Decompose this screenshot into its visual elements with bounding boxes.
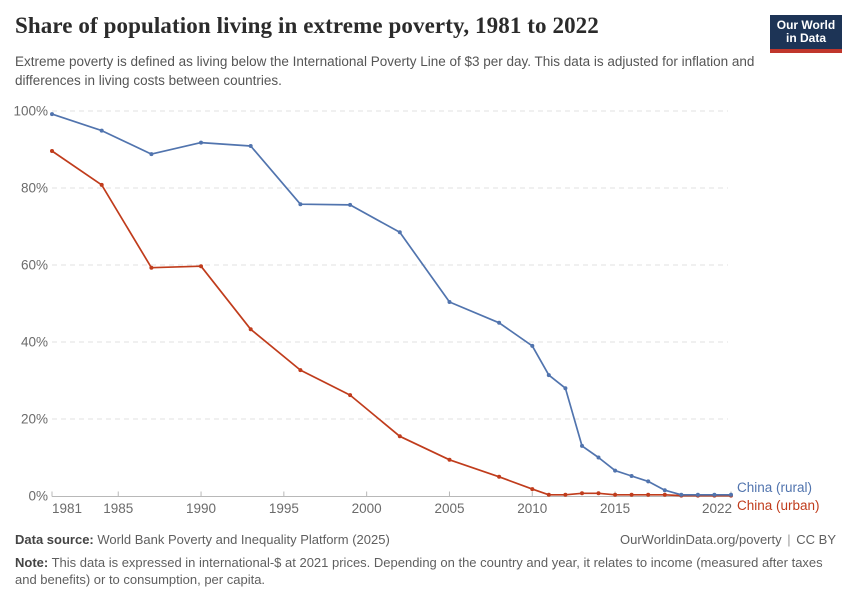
owid-logo[interactable]: Our World in Data [770,15,842,53]
data-point-china-rural [596,455,601,460]
data-point-china-urban [348,393,353,398]
legend-label-china-urban[interactable]: China (urban) [737,498,820,513]
y-axis-tick-label: 40% [21,335,48,350]
chart-subtitle: Extreme poverty is defined as living bel… [15,54,755,88]
x-axis-tick-label: 2005 [434,501,464,516]
y-axis-tick-label: 20% [21,412,48,427]
data-point-china-urban [596,491,601,496]
data-point-china-urban [563,492,568,497]
x-axis-tick-label: 1985 [103,501,133,516]
data-point-china-urban [530,487,535,492]
attribution-url[interactable]: OurWorldinData.org/poverty [620,532,782,547]
data-point-china-urban [298,368,303,373]
data-source: Data source: World Bank Poverty and Ineq… [15,531,390,548]
data-point-china-rural [397,230,402,235]
y-axis-tick-label: 80% [21,181,48,196]
owid-logo-line1: Our World [776,17,836,32]
x-axis-tick-label: 2022 [702,501,732,516]
y-axis-tick-label: 60% [21,258,48,273]
data-point-china-rural [348,202,353,207]
data-point-china-rural [149,152,154,157]
attribution-license[interactable]: CC BY [796,532,836,547]
y-axis-tick-label: 0% [28,489,48,504]
data-point-china-urban [199,264,203,269]
data-point-china-rural [447,300,452,304]
data-point-china-rural [695,492,700,497]
x-axis-tick-label: 1981 [52,501,82,516]
data-point-china-rural [497,320,502,325]
data-point-china-rural [563,386,568,391]
series-line-china-urban [51,150,732,497]
attribution-link[interactable]: OurWorldinData.org/poverty | CC BY [620,531,836,548]
data-point-china-rural [546,373,551,378]
data-point-china-rural [613,468,618,473]
data-point-china-rural [580,443,584,448]
data-point-china-rural [199,140,203,145]
legend-label-china-rural[interactable]: China (rural) [737,480,812,495]
data-point-china-urban [613,492,618,497]
data-point-china-urban [99,182,104,187]
data-point-china-urban [629,492,634,497]
x-axis-tick-label: 1990 [186,501,216,516]
data-point-china-urban [580,491,584,496]
chart-note-label: Note: [15,555,49,570]
data-point-china-rural [298,202,303,207]
owid-logo-line2: in Data [785,31,826,45]
data-point-china-urban [397,434,402,439]
data-source-text: World Bank Poverty and Inequality Platfo… [97,532,390,547]
chart-note: Note: This data is expressed in internat… [15,554,836,588]
data-point-china-rural [646,479,651,484]
page-title: Share of population living in extreme po… [15,13,599,38]
data-point-china-rural [50,112,54,117]
data-point-china-urban [497,474,502,479]
data-point-china-rural [712,492,717,497]
x-axis-tick-label: 2010 [517,501,547,516]
data-point-china-rural [629,474,634,478]
data-point-china-urban [50,149,54,153]
data-point-china-urban [546,492,551,497]
x-axis-tick-label: 2000 [352,501,382,516]
series-line-china-rural [51,113,732,496]
data-point-china-rural [679,492,684,497]
data-point-china-rural [729,492,733,497]
data-point-china-rural [662,488,667,493]
chart-note-text: This data is expressed in international-… [15,555,823,587]
y-axis-tick-label: 100% [13,104,48,119]
x-axis-tick-label: 1995 [269,501,299,516]
data-point-china-urban [646,492,651,497]
attribution-separator: | [787,532,791,547]
data-point-china-urban [662,492,667,497]
data-source-label: Data source: [15,532,94,547]
data-point-china-rural [99,128,104,133]
data-point-china-rural [248,144,253,148]
data-point-china-urban [149,265,154,270]
data-point-china-urban [447,457,452,462]
x-axis-tick-label: 2015 [600,501,630,516]
data-point-china-rural [530,343,535,348]
data-point-china-urban [248,327,253,332]
chart-footer: Data source: World Bank Poverty and Ineq… [15,531,836,588]
